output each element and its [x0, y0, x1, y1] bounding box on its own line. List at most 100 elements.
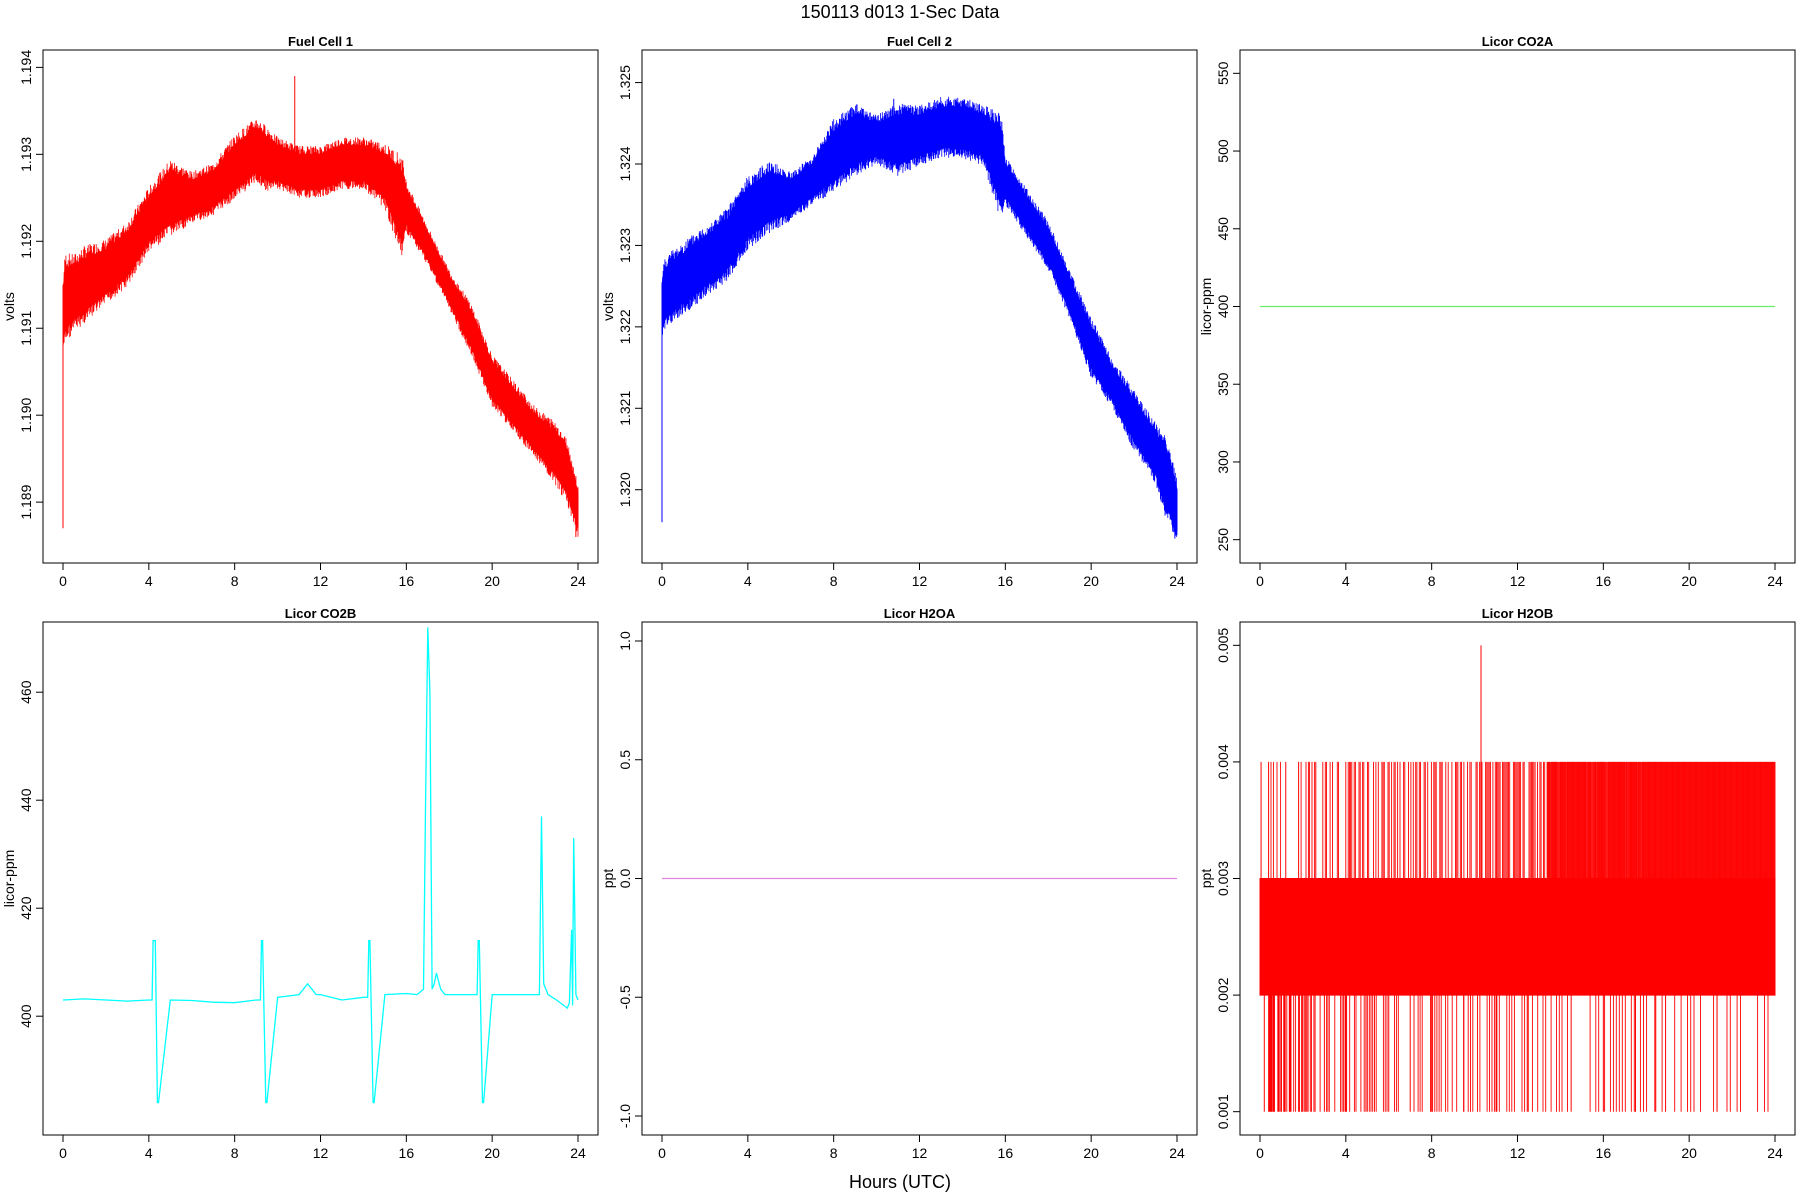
y-tick-label: 420 — [18, 896, 34, 920]
y-tick-label: 450 — [1215, 217, 1231, 241]
x-tick-label: 24 — [1169, 573, 1185, 589]
y-tick-label: 0.002 — [1215, 977, 1231, 1012]
x-tick-label: 12 — [912, 573, 928, 589]
y-tick-label: 1.322 — [617, 309, 633, 344]
panel-6: Licor H2OB ppt 0 4 8 12 16 20 24 0.001 0.002 0.003 0… — [1198, 606, 1796, 1161]
panel-title: Licor CO2B — [285, 606, 357, 621]
x-tick-label: 24 — [570, 573, 586, 589]
x-tick-label: 16 — [399, 1145, 415, 1161]
data-area — [1259, 645, 1776, 1112]
y-tick-label: 550 — [1215, 61, 1231, 85]
y-tick-label: 440 — [18, 788, 34, 812]
data-area — [661, 96, 1178, 539]
y-axis-label: licor-ppm — [1198, 278, 1214, 336]
y-tick-label: -1.0 — [617, 1104, 633, 1128]
panel-2: Fuel Cell 2 volts 0 4 8 12 16 20 24 1.320 1.321 1.3… — [600, 34, 1198, 589]
plot-frame — [42, 49, 599, 564]
y-tick-label: 1.0 — [617, 631, 633, 651]
y-tick-label: 1.190 — [18, 397, 34, 432]
x-tick-label: 16 — [998, 573, 1014, 589]
y-axis-label: ppt — [1198, 869, 1214, 889]
panel-1: Fuel Cell 1 volts 0 4 8 12 16 20 24 1.189 1.190 1.1… — [1, 34, 599, 589]
x-tick-label: 20 — [1083, 1145, 1099, 1161]
y-tick-label: 460 — [18, 680, 34, 704]
x-tick-label: 20 — [1681, 573, 1697, 589]
y-tick-label: 1.325 — [617, 65, 633, 100]
panel-4: Licor CO2B licor-ppm 0 4 8 12 16 20 24 400 420 440 4… — [1, 606, 599, 1161]
x-tick-label: 8 — [231, 573, 239, 589]
y-tick-label: 400 — [1215, 295, 1231, 319]
panel-title: Fuel Cell 2 — [887, 34, 952, 49]
panel-3: Licor CO2A licor-ppm 0 4 8 12 16 20 24 250 300 350 4… — [1198, 34, 1796, 589]
plot-frame — [42, 621, 599, 1136]
x-tick-label: 0 — [658, 573, 666, 589]
x-tick-label: 0 — [658, 1145, 666, 1161]
x-tick-label: 4 — [744, 573, 752, 589]
panel-title: Fuel Cell 1 — [288, 34, 353, 49]
y-axis-label: volts — [600, 292, 616, 321]
y-tick-label: 1.193 — [18, 137, 34, 172]
y-tick-label: 0.001 — [1215, 1094, 1231, 1129]
y-tick-label: 0.0 — [617, 869, 633, 889]
series-noise — [62, 120, 579, 537]
x-tick-label: 4 — [1342, 1145, 1350, 1161]
panel-title: Licor H2OB — [1482, 606, 1554, 621]
y-tick-label: 500 — [1215, 139, 1231, 163]
y-tick-label: 1.189 — [18, 484, 34, 519]
y-tick-label: 1.321 — [617, 391, 633, 426]
x-tick-label: 12 — [1510, 1145, 1526, 1161]
x-tick-label: 8 — [830, 573, 838, 589]
series-band — [661, 106, 1178, 531]
x-tick-label: 24 — [1767, 1145, 1783, 1161]
x-tick-label: 20 — [484, 1145, 500, 1161]
y-tick-label: 250 — [1215, 528, 1231, 552]
y-axis-label: volts — [1, 292, 17, 321]
x-tick-label: 24 — [1767, 573, 1783, 589]
panel-title: Licor H2OA — [884, 606, 956, 621]
figure-xlabel: Hours (UTC) — [849, 1172, 951, 1192]
panel-5: Licor H2OA ppt 0 4 8 12 16 20 24 -1.0 -0.5 0.0 0.5 1.… — [600, 606, 1198, 1161]
y-tick-label: 350 — [1215, 372, 1231, 396]
x-tick-label: 0 — [59, 573, 67, 589]
y-axis-label: licor-ppm — [1, 850, 17, 908]
y-tick-label: 0.5 — [617, 750, 633, 770]
x-tick-label: 12 — [313, 1145, 329, 1161]
x-tick-label: 20 — [1083, 573, 1099, 589]
x-tick-label: 16 — [1596, 573, 1612, 589]
x-tick-label: 16 — [1596, 1145, 1612, 1161]
x-tick-label: 8 — [830, 1145, 838, 1161]
series-upper-solid — [1547, 761, 1775, 879]
y-tick-label: 1.324 — [617, 146, 633, 181]
y-tick-label: 1.194 — [18, 50, 34, 85]
x-tick-label: 8 — [231, 1145, 239, 1161]
x-tick-label: 8 — [1428, 1145, 1436, 1161]
series-line — [62, 627, 579, 1104]
figure-title: 150113 d013 1-Sec Data — [800, 2, 1000, 22]
x-tick-label: 4 — [1342, 573, 1350, 589]
data-area — [62, 76, 579, 537]
y-tick-label: 400 — [18, 1004, 34, 1028]
x-tick-label: 0 — [1256, 1145, 1264, 1161]
x-tick-label: 4 — [744, 1145, 752, 1161]
series-band — [1259, 878, 1776, 996]
y-tick-label: 1.192 — [18, 224, 34, 259]
series-lower-spikes — [1268, 995, 1769, 1112]
x-tick-label: 4 — [145, 573, 153, 589]
series-noise — [661, 96, 1178, 537]
y-tick-label: 0.003 — [1215, 861, 1231, 896]
y-tick-label: -0.5 — [617, 985, 633, 1009]
y-tick-label: 0.004 — [1215, 744, 1231, 779]
panel-title: Licor CO2A — [1482, 34, 1554, 49]
y-tick-label: 300 — [1215, 450, 1231, 474]
x-tick-label: 8 — [1428, 573, 1436, 589]
x-tick-label: 24 — [1169, 1145, 1185, 1161]
x-tick-label: 16 — [998, 1145, 1014, 1161]
x-tick-label: 12 — [313, 573, 329, 589]
x-tick-label: 0 — [59, 1145, 67, 1161]
y-tick-label: 1.320 — [617, 472, 633, 507]
x-tick-label: 24 — [570, 1145, 586, 1161]
x-tick-label: 4 — [145, 1145, 153, 1161]
y-tick-label: 0.005 — [1215, 628, 1231, 663]
y-tick-label: 1.323 — [617, 228, 633, 263]
